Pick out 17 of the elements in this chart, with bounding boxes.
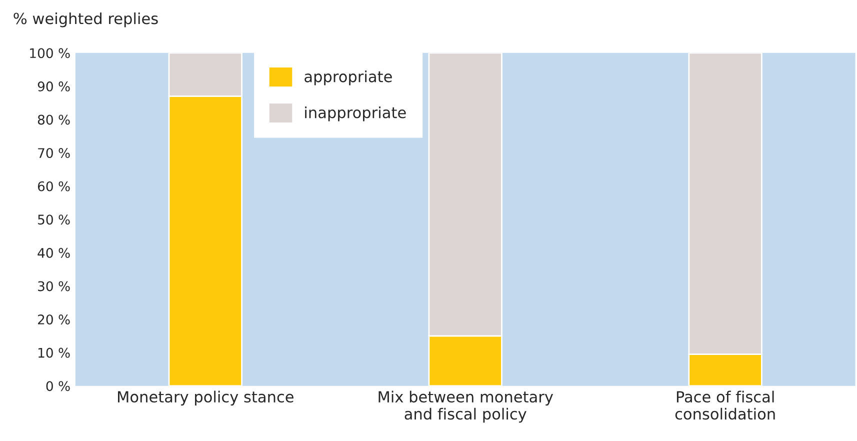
y-tick-label: 80 % <box>38 114 70 125</box>
y-tick-label: 0 % <box>46 381 70 392</box>
y-tick-label: 60 % <box>38 181 70 192</box>
x-tick-label: Monetary policy stance <box>118 390 294 406</box>
y-tick-label: 70 % <box>38 148 70 158</box>
y-tick-label: 90 % <box>38 81 70 92</box>
legend-label: inappropriate <box>305 106 406 122</box>
y-tick-label: 100 % <box>30 48 70 58</box>
y-tick-label: 10 % <box>38 348 70 358</box>
y-tick-label: 20 % <box>38 314 70 324</box>
x-tick-label: Pace of fiscal consolidation <box>675 390 775 420</box>
y-axis-title: % weighted replies <box>14 12 158 28</box>
x-tick-label: Mix between monetary and fiscal policy <box>378 390 554 423</box>
y-tick-label: 50 % <box>38 214 70 225</box>
y-tick-label: 40 % <box>38 248 70 258</box>
y-tick-label: 30 % <box>38 281 70 292</box>
legend-label: appropriate <box>304 70 392 86</box>
